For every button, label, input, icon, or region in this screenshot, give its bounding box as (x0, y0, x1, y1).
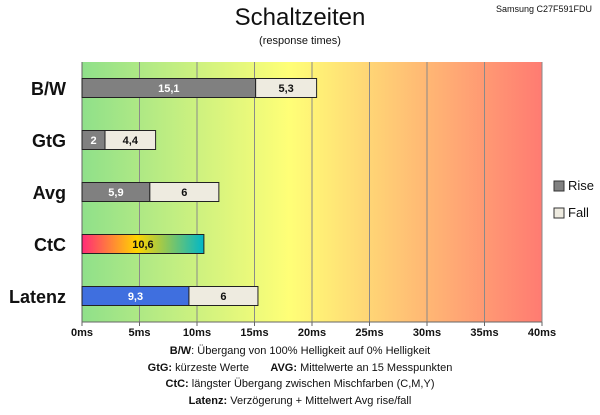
bar-rise-label: 15,1 (158, 83, 179, 95)
bar-fall (188, 286, 259, 306)
bar-fall-label: 6 (181, 187, 187, 199)
x-tick-label: 20ms (298, 327, 326, 339)
legend-fall-swatch (553, 207, 565, 219)
bars: 15,1 5,3 2 4,4 5,9 6 10,6 9,3 6 (81, 78, 318, 306)
bar-rise (81, 234, 205, 254)
x-tick-label: 35ms (470, 327, 498, 339)
footnote-bw: B/W: Übergang von 100% Helligkeit auf 0%… (169, 345, 431, 357)
x-tick-label: 25ms (355, 327, 383, 339)
x-tick-label: 40ms (528, 327, 556, 339)
bar-fall (104, 130, 157, 150)
x-tick-label: 10ms (183, 327, 211, 339)
chart-subtitle: (response times) (259, 35, 341, 47)
bar-rise-label: 10,6 (132, 239, 153, 251)
category-label: GtG (32, 131, 66, 151)
footnote-gtg-avg: GtG: kürzeste Werte AVG: Mittelwerte an … (147, 361, 453, 374)
bar-rise-label: 2 (90, 135, 96, 147)
legend-rise-swatch (553, 180, 565, 192)
category-label: CtC (34, 235, 66, 255)
legend: Rise Fall (553, 178, 594, 220)
category-label: B/W (31, 79, 66, 99)
bar-fall-label: 4,4 (123, 135, 139, 147)
chart-title: Schaltzeiten (234, 4, 366, 31)
bar-fall-label: 6 (220, 291, 226, 303)
bar-fall-label: 5,3 (278, 83, 293, 95)
category-label: Latenz (9, 287, 66, 307)
legend-rise-label: Rise (568, 178, 594, 193)
gridlines (81, 62, 543, 326)
x-tick-labels: 0ms 5ms 10ms 15ms 20ms 25ms 30ms 35ms 40ms (71, 327, 556, 339)
bar-rise-label: 9,3 (128, 291, 143, 303)
x-tick-label: 5ms (128, 327, 150, 339)
footnotes: B/W: Übergang von 100% Helligkeit auf 0%… (0, 343, 600, 409)
bar-fall (149, 182, 220, 202)
x-tick-label: 0ms (71, 327, 93, 339)
category-label: Avg (33, 183, 66, 203)
monitor-model-label: Samsung C27F591FDU (495, 4, 592, 14)
x-tick-label: 15ms (240, 327, 268, 339)
footnote-latenz: Latenz: Verzögerung + Mittelwert Avg ris… (188, 394, 412, 407)
footnote-ctc: CtC: längster Übergang zwischen Mischfar… (165, 378, 435, 390)
bar-chart: 15,1 5,3 2 4,4 5,9 6 10,6 9,3 6 B/W GtG Avg CtC Late… (9, 62, 594, 339)
legend-fall-label: Fall (568, 205, 589, 220)
bar-rise-label: 5,9 (108, 187, 123, 199)
bar-fall (255, 78, 318, 98)
category-labels: B/W GtG Avg CtC Latenz (9, 79, 66, 307)
x-tick-label: 30ms (413, 327, 441, 339)
